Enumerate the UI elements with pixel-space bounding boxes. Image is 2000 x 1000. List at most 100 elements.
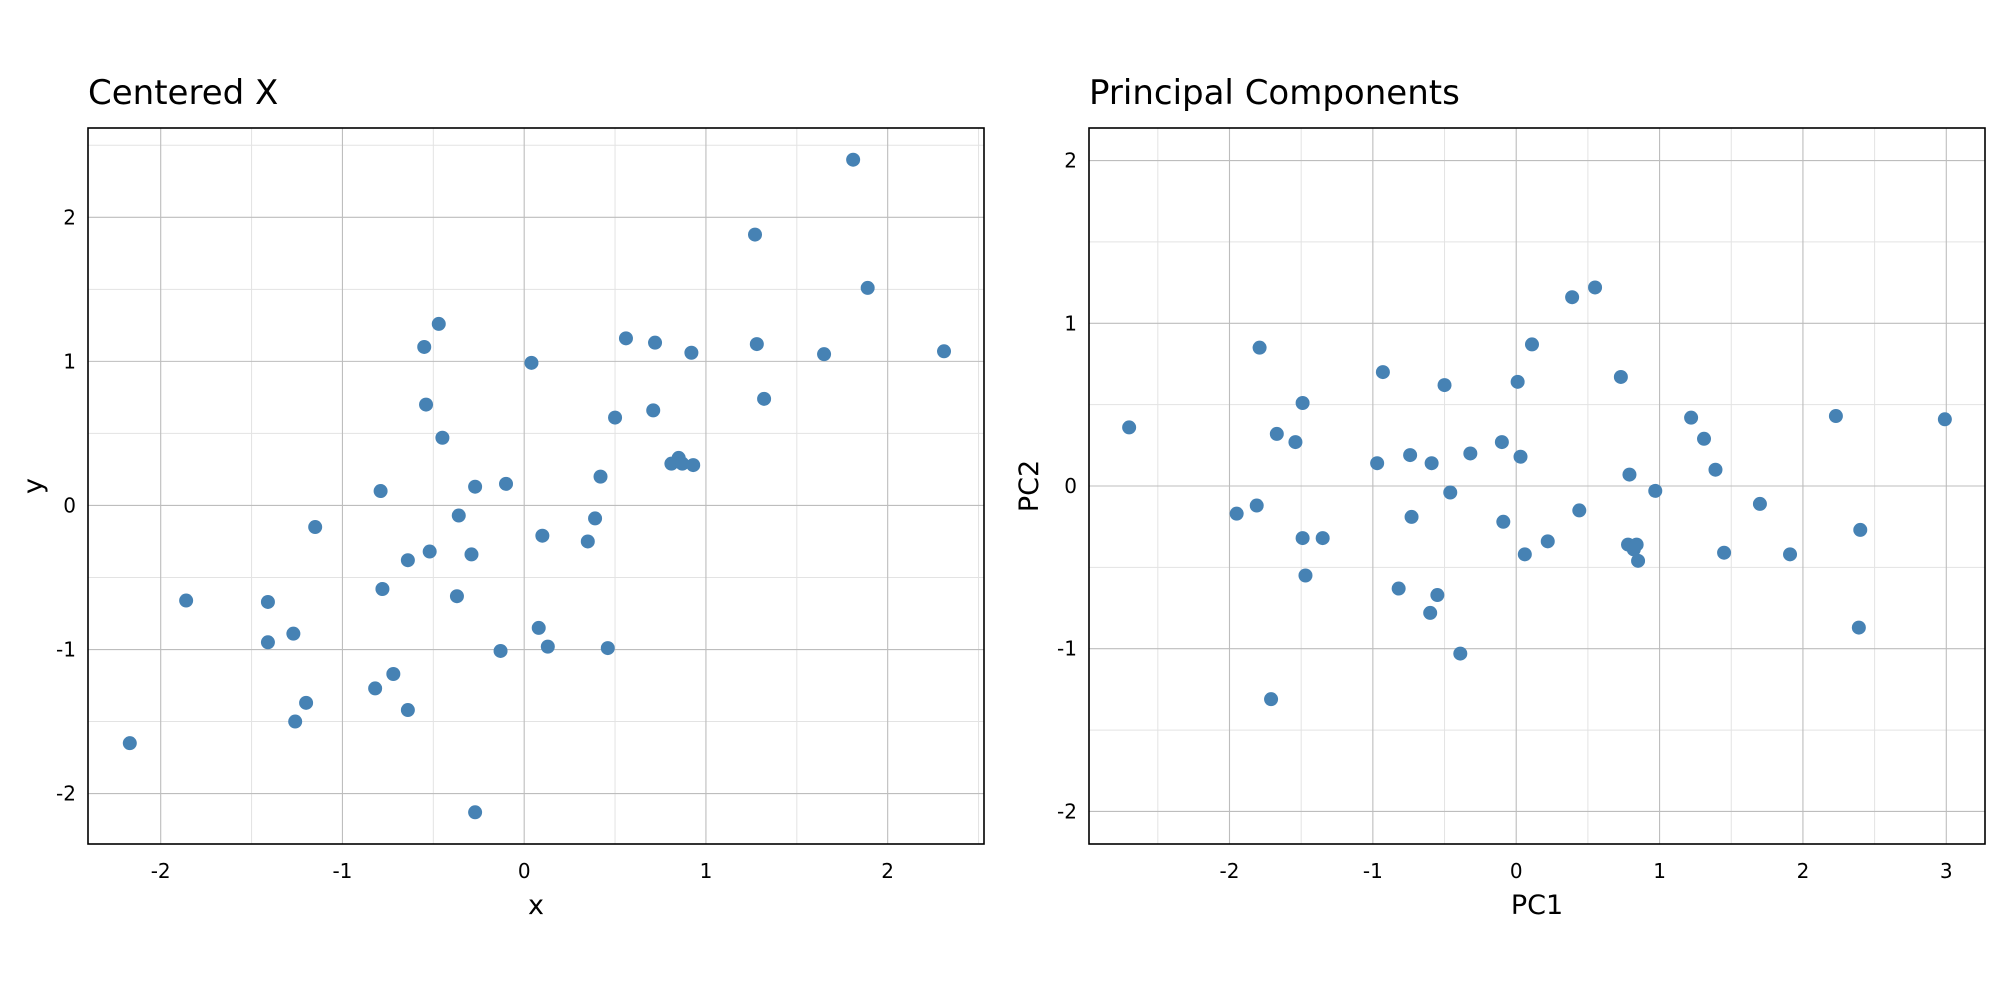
y-tick-label: -1 (56, 638, 76, 662)
x-axis-label: PC1 (1511, 890, 1563, 921)
data-point (286, 626, 301, 641)
data-point (1437, 378, 1452, 393)
data-point (1684, 410, 1699, 425)
data-point (1510, 374, 1525, 389)
data-point (1424, 456, 1439, 471)
x-tick-label: 2 (881, 859, 894, 883)
data-point (608, 410, 623, 425)
data-point (1463, 446, 1478, 461)
data-point (1494, 435, 1509, 450)
data-point (419, 397, 434, 412)
data-point (260, 635, 275, 650)
data-point (1783, 547, 1798, 562)
data-point (1851, 620, 1866, 635)
data-point (260, 594, 275, 609)
data-point (1513, 449, 1528, 464)
data-point (648, 335, 663, 350)
data-point (1708, 462, 1723, 477)
data-point (299, 695, 314, 710)
data-point (535, 528, 550, 543)
x-tick-label: 0 (1510, 859, 1523, 883)
data-point (580, 534, 595, 549)
data-point (1295, 396, 1310, 411)
data-point (1269, 426, 1284, 441)
plot-frame (1088, 127, 1986, 845)
data-point (757, 391, 772, 406)
y-tick-label: -2 (56, 782, 76, 806)
data-point (308, 520, 323, 535)
data-point (493, 643, 508, 658)
data-point (1697, 431, 1712, 446)
x-tick-label: -1 (332, 859, 352, 883)
data-point (1315, 531, 1330, 546)
data-point (817, 347, 832, 362)
data-point (860, 280, 875, 295)
data-point (1264, 692, 1279, 707)
data-point (684, 345, 699, 360)
data-point (122, 736, 137, 751)
data-point (588, 511, 603, 526)
y-tick-label: 0 (63, 493, 76, 517)
data-point (1298, 568, 1313, 583)
data-point (1453, 646, 1468, 661)
data-point (1430, 588, 1445, 603)
grid (1089, 128, 1985, 844)
data-point (1496, 514, 1511, 529)
chart-title: Principal Components (1089, 73, 1460, 113)
data-point (468, 479, 483, 494)
data-point (937, 344, 952, 359)
scatter-points (1122, 280, 1952, 707)
data-point (288, 714, 303, 729)
x-tick-label: -1 (1363, 859, 1383, 883)
x-axis-label: x (528, 890, 544, 921)
data-point (1249, 498, 1264, 513)
y-tick-labels: -2 -1 0 1 2 (56, 205, 76, 805)
data-point (540, 639, 555, 654)
x-tick-label: 1 (1653, 859, 1666, 883)
data-point (749, 337, 764, 352)
data-point (531, 620, 546, 635)
data-point (1648, 483, 1663, 498)
data-point (1828, 409, 1843, 424)
y-tick-label: 1 (1064, 311, 1077, 335)
data-point (1565, 290, 1580, 305)
data-point (451, 508, 466, 523)
data-point (400, 553, 415, 568)
x-tick-label: 0 (518, 859, 531, 883)
data-point (846, 152, 861, 167)
data-point (417, 339, 432, 354)
data-point (464, 547, 479, 562)
data-point (422, 544, 437, 559)
data-point (1370, 456, 1385, 471)
data-point (1613, 369, 1628, 384)
y-tick-label: 0 (1064, 474, 1077, 498)
data-point (675, 456, 690, 471)
x-tick-label: -2 (151, 859, 171, 883)
data-point (748, 227, 763, 242)
grid (88, 128, 984, 844)
data-point (449, 589, 464, 604)
data-point (1622, 467, 1637, 482)
data-point (1588, 280, 1603, 295)
data-point (1252, 340, 1267, 355)
y-tick-label: 2 (1064, 149, 1077, 173)
data-point (499, 476, 514, 491)
data-point (1403, 448, 1418, 463)
panel-centered-x: Centered X -2 -1 0 1 2 -2 -1 0 1 2 x y (18, 73, 985, 921)
data-point (1122, 420, 1137, 435)
data-point (386, 667, 401, 682)
data-point (431, 316, 446, 331)
data-point (1443, 485, 1458, 500)
data-point (1404, 509, 1419, 524)
y-axis-label: PC2 (1014, 460, 1045, 512)
y-tick-labels: -2 -1 0 1 2 (1057, 149, 1077, 824)
data-point (435, 430, 450, 445)
data-point (524, 355, 539, 370)
data-point (468, 805, 483, 820)
y-axis-label: y (18, 478, 49, 494)
x-tick-label: 3 (1940, 859, 1953, 883)
data-point (1375, 365, 1390, 380)
data-point (375, 582, 390, 597)
data-point (1572, 503, 1587, 518)
